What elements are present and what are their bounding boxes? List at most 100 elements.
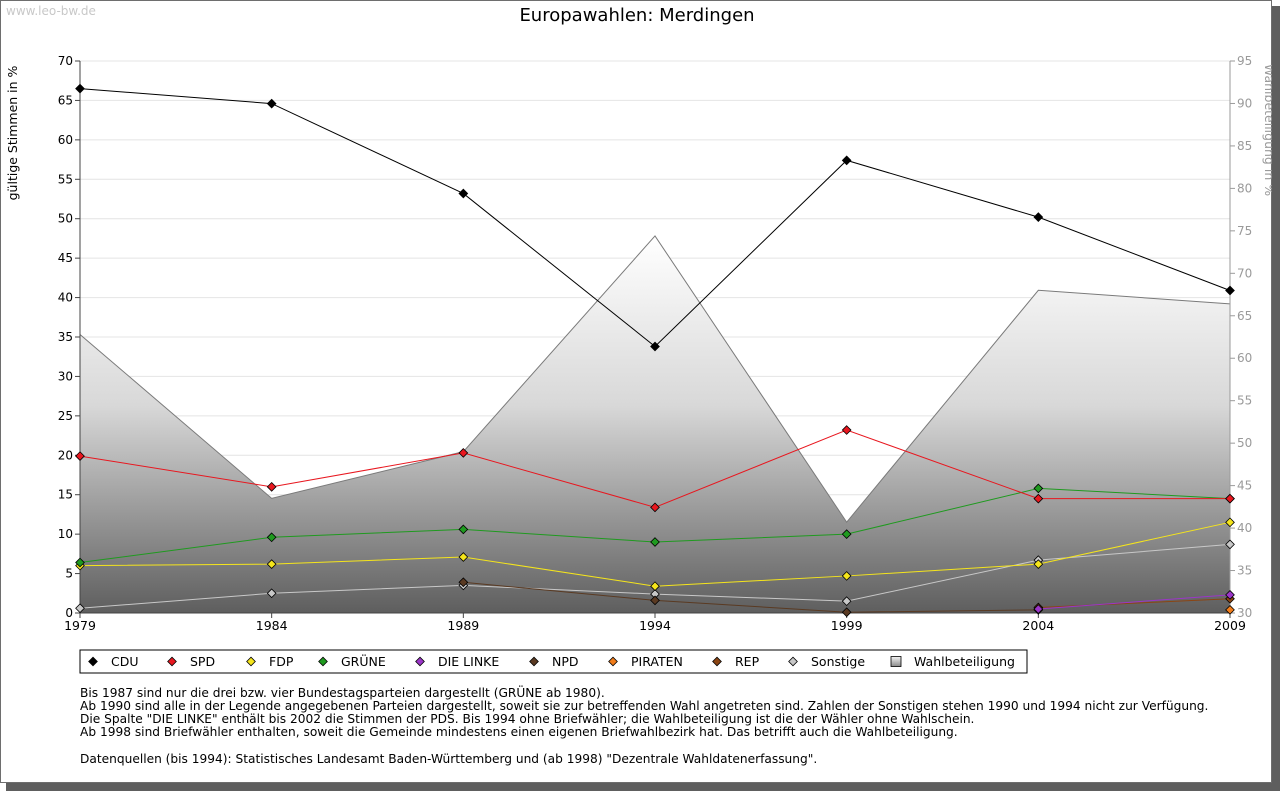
data-point-cdu [650, 341, 660, 352]
legend-label: GRÜNE [341, 653, 386, 669]
legend-marker-wahlbeteiligung [890, 656, 902, 667]
data-point-spd [266, 481, 277, 492]
y-tick-label: 65 [58, 93, 73, 107]
data-point-spd [1033, 493, 1044, 504]
data-point-sonstige [75, 603, 85, 614]
y-tick-label: 30 [58, 369, 73, 383]
data-point-npd [841, 607, 852, 618]
legend-label: REP [735, 654, 760, 669]
data-point-cdu [458, 188, 469, 199]
legend-label: PIRATEN [631, 654, 683, 669]
y2-tick-label: 85 [1237, 139, 1252, 153]
y-tick-label: 50 [58, 212, 73, 226]
data-point-npd [458, 577, 469, 588]
y-tick-label: 35 [58, 330, 73, 344]
y-tick-label: 5 [65, 567, 73, 581]
legend-marker-npd [529, 656, 539, 667]
y-tick-label: 25 [58, 409, 73, 423]
data-point-grüne [1033, 483, 1044, 494]
data-point-grüne [650, 537, 660, 547]
y2-tick-label: 65 [1237, 309, 1252, 323]
data-point-cdu [75, 83, 85, 94]
x-tick-label: 1994 [639, 618, 671, 633]
legend-marker-die-linke [415, 656, 425, 667]
data-point-npd [650, 595, 660, 606]
y-tick-label: 70 [58, 54, 73, 68]
chart-title: Europawahlen: Merdingen [519, 5, 754, 26]
series-line-die-linke [1038, 594, 1231, 610]
y-tick-label: 45 [58, 251, 73, 265]
legend-label: Sonstige [811, 654, 865, 669]
y-tick-label: 60 [58, 133, 73, 147]
legend-marker-spd [167, 656, 177, 667]
x-tick-label: 1999 [831, 618, 863, 633]
frame-shadow-right [1272, 6, 1280, 791]
series-line-rep [1038, 598, 1231, 608]
data-point-die-linke [1225, 589, 1235, 600]
legend-label: CDU [111, 654, 139, 669]
y2-tick-label: 90 [1237, 96, 1252, 110]
y2-tick-label: 80 [1237, 181, 1252, 195]
data-point-sonstige [841, 596, 852, 607]
legend-label: Wahlbeteiligung [914, 654, 1015, 669]
legend-label: NPD [552, 654, 579, 669]
data-point-fdp [1225, 517, 1235, 528]
data-point-fdp [841, 571, 852, 581]
note-line: Bis 1987 sind nur die drei bzw. vier Bun… [80, 686, 605, 700]
y-tick-label: 40 [58, 291, 73, 305]
legend-box [79, 649, 1028, 674]
legend-marker-rep [712, 656, 722, 667]
x-tick-label: 1984 [256, 618, 288, 633]
legend-label: FDP [269, 654, 294, 669]
y2-tick-label: 35 [1237, 564, 1252, 578]
data-point-spd [841, 425, 852, 435]
y2-tick-label: 30 [1237, 606, 1252, 620]
data-point-spd [458, 448, 469, 458]
data-point-cdu [1033, 212, 1044, 223]
data-point-fdp [458, 552, 469, 562]
y2-tick-label: 55 [1237, 394, 1252, 408]
data-point-grüne [458, 524, 469, 535]
series-line-npd [463, 581, 1039, 613]
y-tick-label: 0 [65, 606, 73, 620]
watermark: www.leo-bw.de [6, 4, 96, 18]
legend-marker-cdu [88, 656, 98, 667]
data-point-cdu [266, 98, 277, 109]
y2-tick-label: 50 [1237, 436, 1252, 450]
data-point-grüne [75, 557, 85, 568]
x-tick-label: 2009 [1214, 618, 1246, 633]
legend-marker-sonstige [788, 656, 798, 667]
note-line: Ab 1998 sind Briefwähler enthalten, sowe… [80, 725, 958, 739]
legend-label: SPD [190, 654, 215, 669]
footnotes: Bis 1987 sind nur die drei bzw. vier Bun… [80, 687, 1208, 739]
y-tick-label: 15 [58, 488, 73, 502]
y-tick-label: 20 [58, 448, 73, 462]
data-point-fdp [1033, 559, 1044, 569]
data-point-spd [650, 502, 660, 513]
y-tick-label: 55 [58, 172, 73, 186]
y-tick-label: 10 [58, 527, 73, 541]
legend-marker-piraten [608, 656, 618, 667]
note-line: Ab 1990 sind alle in der Legende angegeb… [80, 699, 1209, 713]
data-point-cdu [1225, 285, 1235, 296]
data-point-piraten [1225, 604, 1235, 615]
data-point-spd [1225, 493, 1235, 504]
data-source-note: Datenquellen (bis 1994): Statistisches L… [80, 752, 818, 766]
legend-marker-fdp [246, 656, 256, 667]
legend-marker-grüne [318, 656, 328, 667]
data-point-sonstige [1225, 539, 1235, 550]
y2-tick-label: 60 [1237, 351, 1252, 365]
y2-tick-label: 95 [1237, 54, 1252, 68]
data-point-fdp [650, 581, 660, 592]
x-tick-label: 2004 [1022, 618, 1054, 633]
y2-tick-label: 40 [1237, 521, 1252, 535]
data-point-grüne [841, 529, 852, 540]
y2-tick-label: 45 [1237, 479, 1252, 493]
data-point-spd [75, 451, 85, 461]
x-tick-label: 1989 [447, 618, 479, 633]
x-tick-label: 1979 [64, 618, 96, 633]
legend-label: DIE LINKE [438, 654, 499, 669]
y2-tick-label: 70 [1237, 266, 1252, 280]
y2-tick-label: 75 [1237, 224, 1252, 238]
